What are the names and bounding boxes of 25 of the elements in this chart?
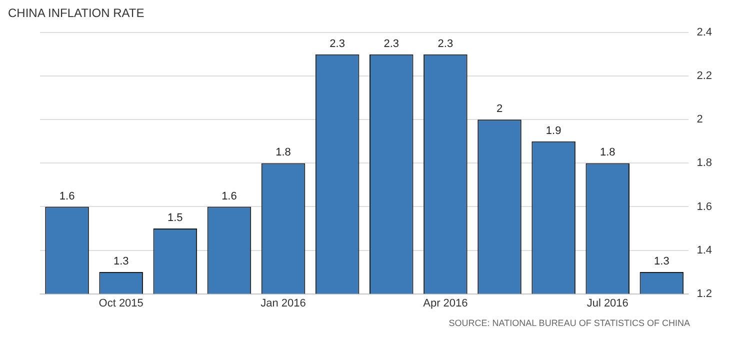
chart-title: CHINA INFLATION RATE [8, 6, 144, 20]
data-label: 1.8 [276, 146, 291, 159]
y-tick-label: 1.2 [696, 288, 712, 300]
source-note: SOURCE: NATIONAL BUREAU OF STATISTICS OF CHINA [448, 318, 690, 328]
x-tick-label: Oct 2015 [98, 297, 144, 310]
data-label: 2.3 [438, 38, 454, 50]
x-tick-label: Apr 2016 [423, 297, 468, 310]
y-tick-label: 1.8 [696, 157, 712, 170]
data-label: 1.3 [113, 256, 129, 268]
y-tick-label: 2 [696, 114, 703, 126]
data-label: 1.6 [222, 190, 237, 202]
data-label: 2.3 [330, 38, 345, 50]
y-tick-label: 1.6 [696, 200, 712, 213]
data-label: 1.8 [600, 146, 616, 159]
data-label: 1.5 [168, 212, 183, 224]
x-tick-label: Jul 2016 [586, 297, 628, 310]
data-label: 2 [496, 103, 503, 116]
y-tick-label: 2.4 [696, 26, 712, 39]
data-label: 1.9 [546, 124, 562, 137]
y-tick-label: 1.4 [696, 244, 712, 256]
y-tick-label: 2.2 [696, 70, 712, 82]
x-tick-label: Jan 2016 [260, 297, 306, 310]
data-label: 1.6 [59, 190, 75, 202]
data-label: 2.3 [384, 38, 400, 50]
data-label: 1.3 [654, 256, 670, 268]
